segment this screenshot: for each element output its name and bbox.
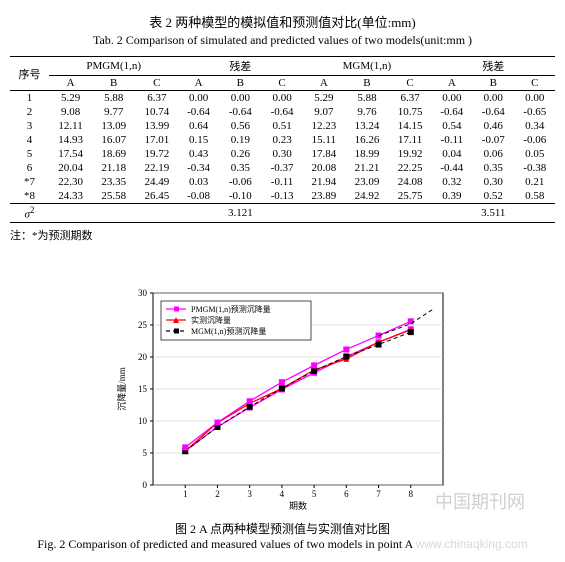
sub-header: B bbox=[219, 76, 262, 91]
table-row: 414.9316.0717.010.150.190.2315.1116.2617… bbox=[10, 133, 555, 147]
table-row: 517.5418.6919.720.430.260.3017.8418.9919… bbox=[10, 147, 555, 161]
svg-text:4: 4 bbox=[279, 489, 284, 499]
fig-caption-en: Fig. 2 Comparison of predicted and measu… bbox=[10, 537, 555, 552]
svg-text:期数: 期数 bbox=[288, 500, 306, 511]
svg-text:20: 20 bbox=[138, 352, 148, 362]
svg-text:15: 15 bbox=[138, 384, 148, 394]
table-row: *824.3325.5826.45-0.08-0.10-0.1323.8924.… bbox=[10, 189, 555, 204]
sub-header: C bbox=[389, 76, 432, 91]
comparison-table: 序号 PMGM(1,n) 残差 MGM(1,n) 残差 ABCABCABCABC… bbox=[10, 56, 555, 223]
col-seq: 序号 bbox=[10, 57, 49, 91]
col-group-pmgm: PMGM(1,n) bbox=[49, 57, 178, 76]
sub-header: B bbox=[472, 76, 515, 91]
sub-header: A bbox=[178, 76, 218, 91]
svg-text:25: 25 bbox=[138, 320, 148, 330]
col-group-resid1: 残差 bbox=[178, 57, 302, 76]
svg-text:30: 30 bbox=[138, 288, 148, 298]
svg-text:MGM(1,n)预测沉降量: MGM(1,n)预测沉降量 bbox=[191, 326, 266, 336]
sub-header: C bbox=[135, 76, 178, 91]
svg-text:5: 5 bbox=[311, 489, 316, 499]
sigma-row: σ23.1213.511 bbox=[10, 204, 555, 223]
col-group-mgm: MGM(1,n) bbox=[302, 57, 431, 76]
svg-text:0: 0 bbox=[142, 480, 147, 490]
fig-caption-cn: 图 2 A 点两种模型预测值与实测值对比图 bbox=[10, 520, 555, 537]
table-row: *722.3023.3524.490.03-0.06-0.1121.9423.0… bbox=[10, 175, 555, 189]
col-group-resid2: 残差 bbox=[432, 57, 555, 76]
svg-text:PMGM(1,n)预测沉降量: PMGM(1,n)预测沉降量 bbox=[191, 304, 271, 314]
line-chart: 0 5 10 15 20 25 30 1 2 3 4 5 6 7 8 期数 沉降量/mm PMGM(1,n)预测沉… bbox=[113, 283, 453, 513]
svg-text:5: 5 bbox=[142, 448, 147, 458]
sub-header: A bbox=[302, 76, 345, 91]
table-caption-cn: 表 2 两种模型的模拟值和预测值对比(单位:mm) bbox=[10, 12, 555, 31]
svg-text:8: 8 bbox=[408, 489, 413, 499]
sub-header: C bbox=[515, 76, 555, 91]
svg-text:沉降量/mm: 沉降量/mm bbox=[116, 367, 127, 411]
table-row: 29.089.7710.74-0.64-0.64-0.649.079.7610.… bbox=[10, 105, 555, 119]
svg-text:2: 2 bbox=[215, 489, 220, 499]
svg-text:实测沉降量: 实测沉降量 bbox=[191, 315, 231, 325]
svg-text:7: 7 bbox=[376, 489, 381, 499]
table-row: 312.1113.0913.990.640.560.5112.2313.2414… bbox=[10, 119, 555, 133]
svg-text:3: 3 bbox=[247, 489, 252, 499]
svg-text:6: 6 bbox=[344, 489, 349, 499]
sub-header: A bbox=[49, 76, 92, 91]
svg-text:1: 1 bbox=[182, 489, 187, 499]
chart-container: 0 5 10 15 20 25 30 1 2 3 4 5 6 7 8 期数 沉降量/mm PMGM(1,n)预测沉… bbox=[10, 283, 555, 518]
table-row: 620.0421.1822.19-0.340.35-0.3720.0821.21… bbox=[10, 161, 555, 175]
sub-header: C bbox=[262, 76, 302, 91]
sub-header: B bbox=[92, 76, 135, 91]
table-footnote: 注：*为预测期数 bbox=[10, 227, 555, 243]
table-row: 15.295.886.370.000.000.005.295.886.370.0… bbox=[10, 91, 555, 106]
sub-header: B bbox=[345, 76, 388, 91]
svg-text:10: 10 bbox=[138, 416, 148, 426]
sub-header: A bbox=[432, 76, 472, 91]
table-caption-en: Tab. 2 Comparison of simulated and predi… bbox=[10, 33, 555, 48]
